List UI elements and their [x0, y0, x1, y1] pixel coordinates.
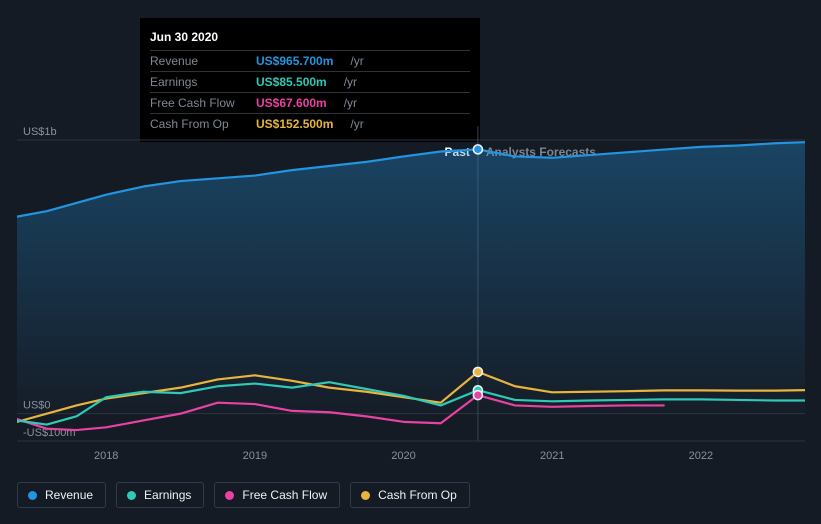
x-axis-label: 2022 — [689, 450, 713, 462]
tooltip-row-value: US$965.700m — [256, 54, 333, 68]
chart-legend: Revenue Earnings Free Cash Flow Cash From O… — [17, 482, 470, 508]
legend-item-earnings[interactable]: Earnings — [116, 482, 204, 508]
tooltip-row-unit: /yr — [344, 75, 357, 89]
fcf-marker-icon — [473, 391, 482, 400]
tooltip-date: Jun 30 2020 — [150, 26, 470, 50]
tooltip-row-fcf: Free Cash Flow US$67.600m/yr — [150, 92, 470, 113]
tooltip-row-value: US$85.500m — [256, 75, 327, 89]
tooltip-row-unit: /yr — [350, 54, 363, 68]
cfo-marker-icon — [473, 367, 482, 376]
chart-tooltip: Jun 30 2020 RevenueUS$965.700m/yrEarning… — [140, 18, 480, 142]
tooltip-row-label: Free Cash Flow — [150, 96, 242, 110]
legend-item-label: Free Cash Flow — [242, 488, 327, 502]
legend-item-fcf[interactable]: Free Cash Flow — [214, 482, 340, 508]
tooltip-row-value: US$67.600m — [256, 96, 327, 110]
fcf-dot-icon — [225, 491, 234, 500]
legend-item-label: Cash From Op — [378, 488, 457, 502]
tooltip-row-unit: /yr — [344, 96, 357, 110]
cfo-dot-icon — [361, 491, 370, 500]
tooltip-row-label: Revenue — [150, 54, 242, 68]
tooltip-row-earnings: Earnings US$85.500m/yr — [150, 71, 470, 92]
x-axis-label: 2018 — [94, 450, 118, 462]
earnings-dot-icon — [127, 491, 136, 500]
legend-item-cfo[interactable]: Cash From Op — [350, 482, 470, 508]
x-axis-label: 2019 — [243, 450, 267, 462]
legend-item-revenue[interactable]: Revenue — [17, 482, 106, 508]
tooltip-row-label: Earnings — [150, 75, 242, 89]
revenue-dot-icon — [28, 491, 37, 500]
financials-chart[interactable]: US$1bUS$0-US$100mPastAnalysts Forecasts2… — [17, 126, 805, 481]
legend-item-label: Revenue — [45, 488, 93, 502]
legend-item-label: Earnings — [144, 488, 191, 502]
y-axis-label: US$1b — [23, 126, 57, 138]
revenue-area — [17, 142, 805, 413]
tooltip-row-revenue: Revenue US$965.700m/yr — [150, 50, 470, 71]
x-axis-label: 2021 — [540, 450, 564, 462]
x-axis-label: 2020 — [391, 450, 415, 462]
revenue-marker-icon — [473, 145, 482, 154]
